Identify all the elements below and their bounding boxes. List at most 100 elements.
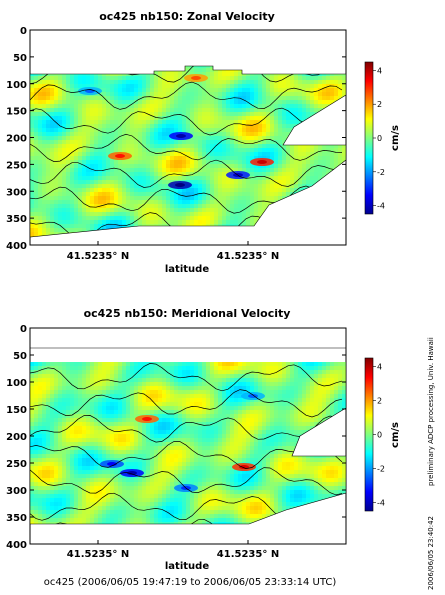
velocity-cell: [198, 390, 203, 395]
velocity-cell: [214, 422, 219, 427]
velocity-cell: [46, 104, 51, 109]
velocity-cell: [126, 220, 131, 225]
velocity-cell: [86, 382, 91, 387]
velocity-cell: [206, 366, 211, 371]
velocity-cell: [50, 108, 55, 113]
velocity-cell: [286, 172, 291, 177]
velocity-cell: [86, 152, 91, 157]
velocity-cell: [126, 120, 131, 125]
velocity-cell: [182, 394, 187, 399]
velocity-cell: [142, 402, 147, 407]
velocity-cell: [194, 100, 199, 105]
velocity-cell: [174, 88, 179, 93]
velocity-cell: [222, 418, 227, 423]
velocity-cell: [182, 410, 187, 415]
velocity-cell: [286, 180, 291, 185]
velocity-cell: [166, 382, 171, 387]
velocity-cell: [70, 426, 75, 431]
velocity-cell: [266, 100, 271, 105]
velocity-cell: [178, 152, 183, 157]
velocity-cell: [42, 100, 47, 105]
velocity-cell: [78, 394, 83, 399]
velocity-cell: [38, 192, 43, 197]
velocity-cell: [58, 76, 63, 81]
velocity-cell: [314, 406, 319, 411]
velocity-cell: [270, 96, 275, 101]
velocity-cell: [146, 370, 151, 375]
velocity-cell: [74, 208, 79, 213]
velocity-cell: [82, 410, 87, 415]
velocity-cell: [38, 148, 43, 153]
velocity-cell: [62, 160, 67, 165]
velocity-cell: [46, 92, 51, 97]
velocity-cell: [74, 406, 79, 411]
velocity-cell: [186, 100, 191, 105]
velocity-cell: [174, 200, 179, 205]
velocity-cell: [234, 390, 239, 395]
velocity-cell: [50, 402, 55, 407]
velocity-cell: [62, 422, 67, 427]
velocity-cell: [206, 410, 211, 415]
velocity-cell: [186, 430, 191, 435]
velocity-cell: [118, 378, 123, 383]
velocity-cell: [170, 96, 175, 101]
velocity-cell: [158, 92, 163, 97]
velocity-cell: [150, 374, 155, 379]
velocity-cell: [262, 196, 267, 201]
velocity-cell: [314, 84, 319, 89]
velocity-cell: [82, 422, 87, 427]
velocity-cell: [114, 136, 119, 141]
velocity-cell: [66, 144, 71, 149]
velocity-cell: [118, 100, 123, 105]
velocity-cell: [146, 426, 151, 431]
velocity-cell: [274, 104, 279, 109]
velocity-cell: [102, 164, 107, 169]
velocity-cell: [242, 362, 247, 367]
velocity-cell: [82, 84, 87, 89]
velocity-cell: [122, 180, 127, 185]
velocity-cell: [170, 72, 175, 77]
velocity-cell: [42, 112, 47, 117]
velocity-cell: [210, 88, 215, 93]
velocity-cell: [290, 80, 295, 85]
velocity-cell: [262, 176, 267, 181]
velocity-cell: [90, 228, 95, 233]
velocity-cell: [278, 92, 283, 97]
velocity-cell: [134, 96, 139, 101]
velocity-cell: [82, 124, 87, 129]
velocity-cell: [130, 132, 135, 137]
velocity-cell: [142, 140, 147, 145]
velocity-cell: [46, 370, 51, 375]
velocity-cell: [170, 144, 175, 149]
velocity-cell: [158, 402, 163, 407]
velocity-cell: [218, 164, 223, 169]
velocity-cell: [138, 104, 143, 109]
velocity-cell: [114, 362, 119, 367]
velocity-cell: [198, 100, 203, 105]
velocity-cell: [222, 212, 227, 217]
velocity-cell: [214, 176, 219, 181]
velocity-cell: [126, 168, 131, 173]
velocity-cell: [186, 386, 191, 391]
velocity-cell: [142, 188, 147, 193]
velocity-cell: [118, 104, 123, 109]
velocity-cell: [186, 80, 191, 85]
velocity-cell: [118, 88, 123, 93]
velocity-cell: [122, 96, 127, 101]
velocity-cell: [158, 196, 163, 201]
velocity-cell: [158, 382, 163, 387]
velocity-cell: [110, 100, 115, 105]
velocity-cell: [94, 414, 99, 419]
velocity-cell: [122, 160, 127, 165]
velocity-cell: [130, 390, 135, 395]
velocity-cell: [54, 180, 59, 185]
velocity-cell: [46, 232, 51, 237]
velocity-cell: [170, 200, 175, 205]
velocity-cell: [206, 204, 211, 209]
velocity-cell: [214, 72, 219, 77]
velocity-cell: [274, 426, 279, 431]
velocity-cell: [302, 160, 307, 165]
velocity-cell: [262, 128, 267, 133]
velocity-cell: [294, 100, 299, 105]
velocity-cell: [74, 76, 79, 81]
